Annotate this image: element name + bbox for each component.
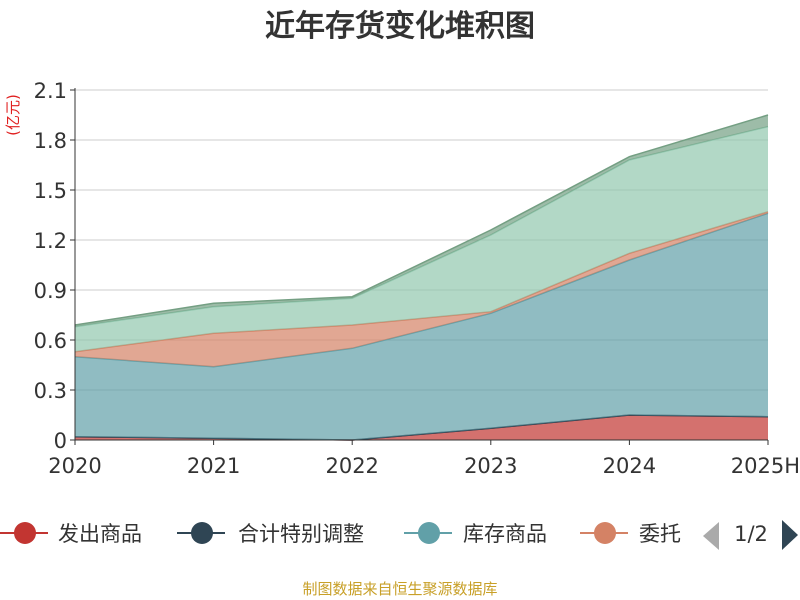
legend-item-2[interactable]: 库存商品	[404, 522, 547, 546]
legend-label: 委托	[639, 522, 681, 546]
legend-circle-marker	[14, 522, 36, 544]
data-source-note: 制图数据来自恒生聚源数据库	[302, 580, 497, 598]
y-tick-label: 1.8	[34, 129, 67, 153]
chart-title: 近年存货变化堆积图	[265, 9, 535, 44]
series-5-line	[74, 114, 769, 326]
legend-page-indicator: 1/2	[734, 522, 768, 546]
legend-item-3[interactable]: 委托	[580, 522, 681, 546]
legend-next-page-icon[interactable]	[782, 520, 798, 550]
legend-circle-marker	[191, 522, 213, 544]
x-tick-label: 2024	[603, 454, 656, 478]
series-4-area[interactable]	[75, 126, 768, 352]
x-tick-label: 2020	[48, 454, 101, 478]
y-tick-label: 0.9	[34, 279, 67, 303]
series-0-area[interactable]	[75, 415, 768, 440]
series-2-area[interactable]	[75, 213, 768, 440]
x-tick-label: 2021	[187, 454, 240, 478]
series-3-area[interactable]	[75, 211, 768, 367]
y-tick-label: 2.1	[34, 79, 67, 103]
area-series-layer	[74, 114, 769, 441]
x-tick-label: 2022	[325, 454, 378, 478]
axes: 0 0.3 0.6 0.9 1.2 1.5 1.8 2.1 2020 2021 2022 2023 20…	[34, 79, 800, 478]
y-tick-label: 1.5	[34, 179, 67, 203]
legend-label: 合计特别调整	[238, 522, 364, 546]
x-tick-label: 2023	[464, 454, 517, 478]
legend: 发出商品 合计特别调整 库存商品 委托 1/2	[0, 520, 798, 550]
legend-circle-marker	[594, 522, 616, 544]
y-axis-unit-label: (亿元)	[4, 94, 22, 136]
y-tick-label: 1.2	[34, 229, 67, 253]
y-tick-label: 0.6	[34, 329, 67, 353]
y-tick-label: 0	[54, 429, 67, 453]
legend-item-1[interactable]: 合计特别调整	[177, 522, 364, 546]
x-tick-label: 2025H	[731, 454, 800, 478]
legend-label: 库存商品	[463, 522, 547, 546]
legend-circle-marker	[418, 522, 440, 544]
legend-prev-page-icon[interactable]	[703, 522, 719, 550]
legend-label: 发出商品	[58, 522, 142, 546]
y-tick-label: 0.3	[34, 379, 67, 403]
legend-item-0[interactable]: 发出商品	[0, 522, 142, 546]
